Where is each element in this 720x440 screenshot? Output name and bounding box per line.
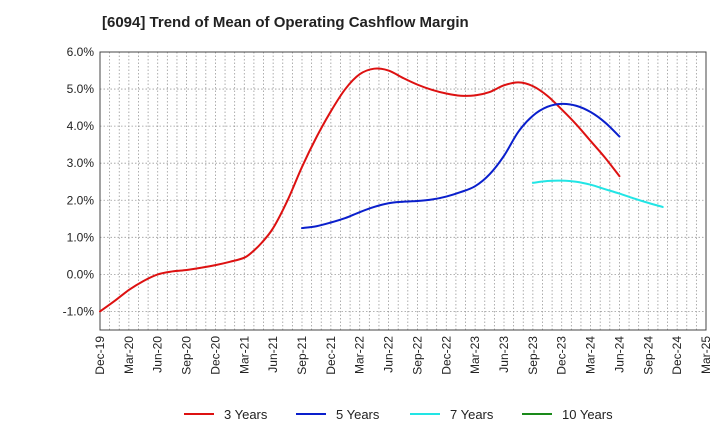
x-tick-label: Dec-21	[324, 336, 338, 375]
x-tick-label: Mar-20	[122, 336, 136, 374]
legend-label-7-years: 7 Years	[450, 407, 494, 422]
x-tick-label: Jun-20	[151, 336, 165, 373]
x-tick-label: Dec-24	[670, 336, 684, 375]
x-tick-label: Dec-19	[93, 336, 107, 375]
series-line-7-years	[531, 179, 664, 208]
x-tick-label: Mar-23	[468, 336, 482, 374]
legend-label-3-years: 3 Years	[224, 407, 268, 422]
plot-frame	[99, 51, 707, 331]
x-tick-label: Jun-22	[382, 336, 396, 373]
legend-label-5-years: 5 Years	[336, 407, 380, 422]
x-tick-label: Mar-25	[699, 336, 713, 374]
legend-label-10-years: 10 Years	[562, 407, 613, 422]
x-tick-label: Dec-20	[208, 336, 222, 375]
y-tick-label: -1.0%	[63, 304, 95, 318]
y-tick-label: 4.0%	[67, 119, 95, 133]
series-line-3-years	[99, 67, 621, 313]
x-tick-label: Sep-22	[410, 336, 424, 375]
x-tick-label: Mar-22	[353, 336, 367, 374]
x-tick-label: Jun-24	[612, 336, 626, 373]
y-tick-label: 3.0%	[67, 156, 95, 170]
x-tick-label: Dec-23	[555, 336, 569, 375]
chart-title: [6094] Trend of Mean of Operating Cashfl…	[102, 14, 469, 31]
y-tick-label: 6.0%	[67, 45, 95, 59]
x-tick-label: Jun-23	[497, 336, 511, 373]
x-tick-label: Dec-22	[439, 336, 453, 375]
y-tick-label: 2.0%	[67, 193, 95, 207]
y-tick-label: 1.0%	[67, 230, 95, 244]
x-tick-label: Sep-21	[295, 336, 309, 375]
x-tick-label: Sep-24	[641, 336, 655, 375]
y-tick-label: 5.0%	[67, 82, 95, 96]
x-tick-label: Mar-24	[584, 336, 598, 374]
series-line-5-years	[301, 102, 621, 230]
x-tick-label: Jun-21	[266, 336, 280, 373]
x-tick-label: Sep-20	[180, 336, 194, 375]
x-tick-label: Mar-21	[237, 336, 251, 374]
plot-area	[100, 52, 706, 330]
y-tick-label: 0.0%	[67, 267, 95, 281]
x-tick-label: Sep-23	[526, 336, 540, 375]
